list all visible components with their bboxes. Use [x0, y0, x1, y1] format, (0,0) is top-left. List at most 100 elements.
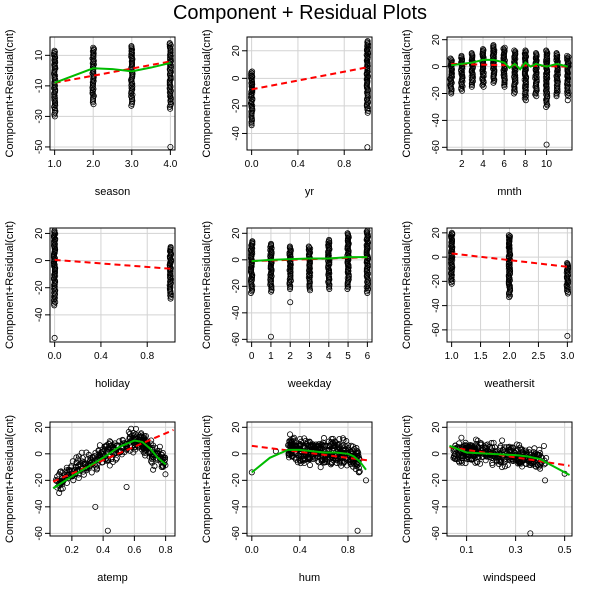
data-point: [511, 73, 518, 80]
data-point: [75, 475, 82, 482]
y-tick-label: -40: [431, 113, 442, 128]
data-point: [363, 259, 370, 266]
y-tick-label: -40: [34, 307, 45, 322]
y-tick-label: -60: [231, 526, 242, 541]
data-point: [455, 453, 462, 460]
data-point: [509, 457, 516, 464]
data-point: [248, 69, 255, 76]
data-point: [107, 439, 114, 446]
data-point: [498, 464, 505, 471]
data-point: [553, 93, 560, 100]
data-point: [285, 442, 292, 449]
data-point: [149, 459, 156, 466]
data-point: [83, 449, 90, 456]
y-tick-label: 0: [431, 451, 442, 457]
data-point: [128, 432, 135, 439]
data-point: [289, 443, 296, 450]
data-point: [522, 97, 529, 104]
x-tick-label: 2.0: [86, 159, 100, 170]
data-point: [51, 103, 58, 110]
data-point: [363, 268, 370, 275]
data-point: [519, 446, 526, 453]
data-point: [491, 66, 498, 73]
data-point: [326, 443, 333, 450]
y-tick-label: -40: [231, 305, 242, 320]
data-point: [457, 453, 464, 460]
y-tick-label: -20: [34, 473, 45, 488]
data-point: [364, 38, 371, 45]
x-tick-label: 0.2: [65, 545, 79, 556]
data-point: [564, 54, 571, 61]
x-axis-label: holiday: [95, 378, 130, 390]
data-point: [166, 43, 173, 50]
smooth-line: [449, 444, 571, 476]
data-point: [325, 271, 332, 278]
data-point: [532, 79, 539, 86]
data-point: [505, 234, 512, 241]
x-tick-label: 1: [268, 351, 274, 362]
data-point: [306, 456, 313, 463]
data-point: [501, 73, 508, 80]
data-point: [459, 455, 466, 462]
data-point: [289, 453, 296, 460]
data-point: [497, 444, 504, 451]
data-point: [536, 446, 543, 453]
data-point: [490, 42, 497, 49]
y-tick-label: 10: [34, 49, 45, 61]
data-point: [322, 442, 329, 449]
data-point: [103, 443, 110, 450]
data-point: [356, 468, 363, 475]
data-point: [86, 463, 93, 470]
data-point: [162, 471, 169, 478]
y-axis-label: Component+Residual(cnt): [401, 29, 413, 157]
x-axis-label: windspeed: [482, 572, 536, 584]
data-point: [248, 469, 255, 476]
data-point: [104, 527, 111, 534]
data-point: [522, 449, 529, 456]
y-tick-label: -20: [431, 86, 442, 101]
data-point: [533, 93, 540, 100]
y-tick-label: 20: [231, 421, 242, 433]
data-point: [473, 436, 480, 443]
data-point: [95, 447, 102, 454]
x-axis-label: weathersit: [483, 378, 534, 390]
data-point: [490, 63, 497, 70]
data-point: [320, 442, 327, 449]
data-point: [78, 449, 85, 456]
data-point: [167, 55, 174, 62]
data-point: [306, 462, 313, 469]
data-point: [564, 97, 571, 104]
x-tick-label: 1.5: [474, 351, 488, 362]
data-point: [52, 58, 59, 65]
data-point: [482, 457, 489, 464]
data-point: [475, 445, 482, 452]
y-axis-label: Component+Residual(cnt): [4, 29, 16, 157]
data-point: [543, 103, 550, 110]
data-point: [510, 444, 517, 451]
data-point: [268, 273, 275, 280]
data-point: [532, 75, 539, 82]
y-axis-label: Component+Residual(cnt): [4, 221, 16, 349]
data-point: [564, 261, 571, 268]
y-tick-label: -40: [431, 298, 442, 313]
data-point: [458, 434, 465, 441]
data-point: [512, 48, 519, 55]
data-point: [150, 466, 157, 473]
data-point: [51, 231, 58, 238]
data-point: [158, 451, 165, 458]
data-point: [496, 461, 503, 468]
x-axis-label: hum: [299, 572, 320, 584]
data-point: [51, 283, 58, 290]
data-point: [166, 261, 173, 268]
data-point: [565, 53, 572, 60]
data-point: [362, 477, 369, 484]
data-point: [268, 277, 275, 284]
data-point: [128, 53, 135, 60]
data-point: [247, 71, 254, 78]
data-point: [326, 236, 333, 243]
data-point: [287, 299, 294, 306]
data-point: [167, 243, 174, 250]
data-point: [512, 74, 519, 81]
y-axis-label: Component+Residual(cnt): [201, 415, 213, 543]
data-point: [343, 462, 350, 469]
